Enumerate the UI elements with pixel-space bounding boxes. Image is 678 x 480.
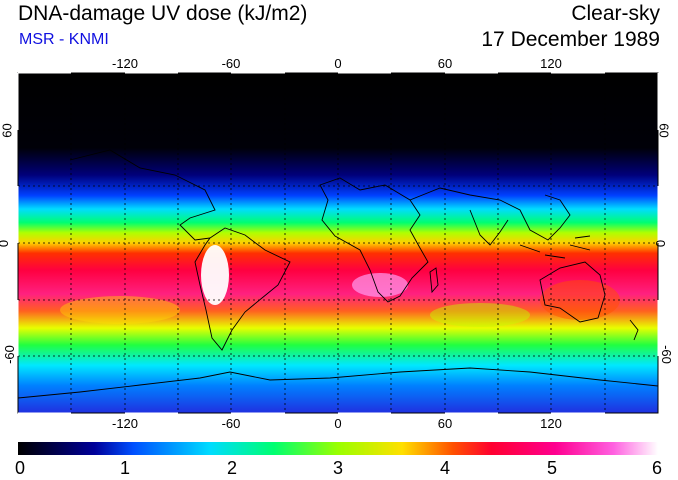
sky-condition: Clear-sky <box>571 2 660 25</box>
source-label: MSR - KNMI <box>19 31 109 48</box>
lon-tick-top: -60 <box>221 56 241 71</box>
lat-tick-right: -60 <box>658 345 674 364</box>
lon-tick-top: 120 <box>540 56 562 71</box>
lon-tick-bottom: -120 <box>111 416 139 431</box>
frame-scale-bars <box>15 70 661 416</box>
lon-tick-bottom: 0 <box>334 416 342 431</box>
colorbar-strip <box>18 442 658 455</box>
africa-hotspot <box>352 273 408 297</box>
graticule <box>18 73 658 413</box>
indian-ocean-patch <box>430 303 530 327</box>
map-title: DNA-damage UV dose (kJ/m2) <box>18 2 308 25</box>
lat-tick-right: 0 <box>653 239 669 248</box>
lon-tick-top: 0 <box>334 56 342 71</box>
colorbar-label: 1 <box>119 458 131 478</box>
map-date: 17 December 1989 <box>481 28 660 51</box>
uv-dose-field <box>18 73 658 413</box>
lat-tick-left: 60 <box>0 123 15 138</box>
lon-tick-top: 60 <box>437 56 453 71</box>
colorbar-label: 6 <box>651 458 663 478</box>
lat-tick-left: 0 <box>0 240 11 247</box>
colorbar-label: 3 <box>332 458 344 478</box>
pacific-patch <box>60 296 180 324</box>
colorbar-label: 5 <box>546 458 558 478</box>
lat-tick-right: 60 <box>656 123 672 138</box>
andes-hotspot <box>201 245 229 305</box>
lon-tick-bottom: 60 <box>437 416 453 431</box>
lon-tick-bottom: -60 <box>221 416 241 431</box>
colorbar-label: 0 <box>14 458 26 478</box>
colorbar-label: 4 <box>439 458 451 478</box>
lon-tick-bottom: 120 <box>540 416 562 431</box>
lat-tick-left: -60 <box>1 345 17 364</box>
lon-tick-top: -120 <box>111 56 139 71</box>
colorbar-label: 2 <box>226 458 238 478</box>
